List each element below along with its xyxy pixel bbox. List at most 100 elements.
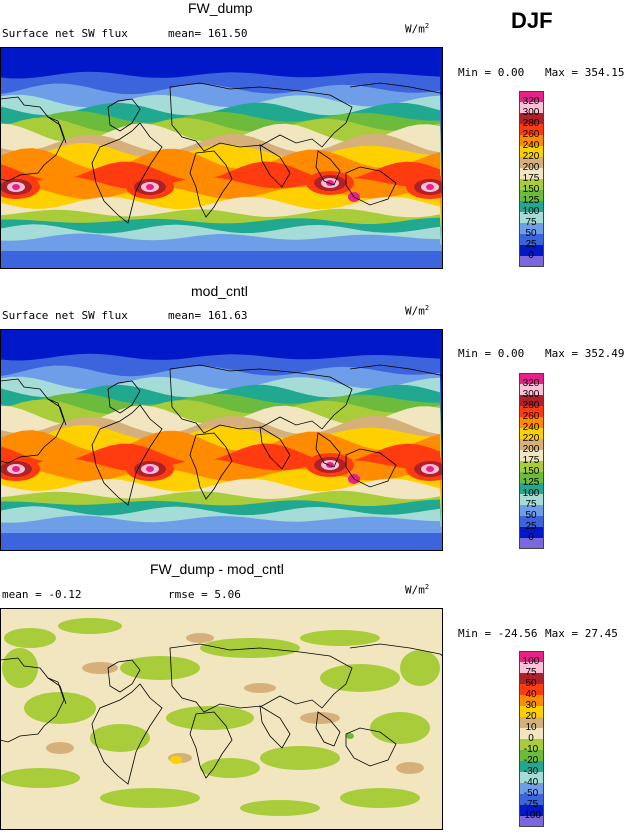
colorbar-tick-label: -20 (523, 755, 539, 766)
colorbar-tick-label: 50 (525, 678, 537, 689)
panel-2-min: Min = 0.00 (458, 347, 525, 360)
panel-2-max: Max = 352.49 (545, 347, 625, 360)
colorbar-swatch (519, 783, 544, 795)
colorbar-tick-label: 240 (522, 422, 540, 433)
colorbar-swatch (519, 157, 544, 169)
colorbar-swatch (519, 772, 544, 784)
panel-2-title: mod_cntl (191, 283, 248, 299)
season-label: DJF (511, 8, 553, 33)
colorbar-swatch (519, 223, 544, 235)
colorbar-tick-label: 320 (522, 96, 540, 107)
colorbar-tick-label: 260 (522, 411, 540, 422)
colorbar-swatch (519, 384, 544, 396)
colorbar-tick-label: 25 (525, 521, 537, 532)
colorbar-tick-label: 175 (522, 173, 540, 184)
colorbar-swatch (519, 417, 544, 429)
colorbar-swatch (519, 450, 544, 462)
colorbar-tick-label: -75 (523, 799, 539, 810)
colorbar-tick-label: 150 (522, 466, 540, 477)
colorbar-swatch (519, 794, 544, 806)
colorbar-swatch (519, 190, 544, 202)
colorbar-tick-label: 125 (522, 477, 540, 488)
colorbar-swatch (519, 651, 544, 663)
colorbar-swatch (519, 673, 544, 685)
panel-1-units: W/m2 (405, 22, 430, 36)
colorbar-tick-label: 0 (528, 733, 534, 744)
colorbar-tick-label: 320 (522, 378, 540, 389)
panel-3-map (0, 608, 443, 830)
panel-3-max: Max = 27.45 (545, 627, 618, 640)
colorbar-tick-label: 150 (522, 184, 540, 195)
panel-2-field-label: Surface net SW flux (2, 309, 128, 322)
colorbar-swatch (519, 201, 544, 213)
colorbar-swatch (519, 461, 544, 473)
colorbar-swatch (519, 750, 544, 762)
colorbar-tick-label: 125 (522, 195, 540, 206)
colorbar-swatch (519, 179, 544, 191)
colorbar-tick-label: 40 (525, 689, 537, 700)
colorbar-swatch (519, 717, 544, 729)
panel-2-colorbar (519, 373, 544, 549)
colorbar-swatch (519, 124, 544, 136)
colorbar-swatch (519, 135, 544, 147)
colorbar-swatch (519, 146, 544, 158)
colorbar-swatch (519, 483, 544, 495)
panel-3-colorbar (519, 651, 544, 827)
colorbar-tick-label: 200 (522, 444, 540, 455)
colorbar-swatch (519, 527, 544, 539)
colorbar-tick-label: -10 (523, 744, 539, 755)
panel-3-mean: mean = -0.12 (2, 588, 82, 601)
colorbar-tick-label: 200 (522, 162, 540, 173)
colorbar-swatch (519, 538, 544, 549)
panel-1-field-label: Surface net SW flux (2, 27, 128, 40)
panel-1-mean: mean= 161.50 (168, 27, 248, 40)
colorbar-swatch (519, 256, 544, 267)
colorbar-tick-label: 280 (522, 400, 540, 411)
colorbar-tick-label: 75 (525, 217, 537, 228)
colorbar-swatch (519, 428, 544, 440)
colorbar-swatch (519, 234, 544, 246)
colorbar-tick-label: 100 (522, 488, 540, 499)
colorbar-swatch (519, 245, 544, 257)
colorbar-tick-label: 20 (525, 711, 537, 722)
colorbar-tick-label: 50 (525, 228, 537, 239)
panel-2-mean: mean= 161.63 (168, 309, 248, 322)
colorbar-swatch (519, 728, 544, 740)
panel-3-min: Min = -24.56 (458, 627, 538, 640)
colorbar-tick-label: 10 (525, 722, 537, 733)
colorbar-tick-label: 75 (525, 499, 537, 510)
colorbar-swatch (519, 113, 544, 125)
colorbar-tick-label: -50 (523, 788, 539, 799)
colorbar-tick-label: -30 (523, 766, 539, 777)
colorbar-swatch (519, 494, 544, 506)
colorbar-swatch (519, 706, 544, 718)
colorbar-swatch (519, 516, 544, 528)
colorbar-swatch (519, 168, 544, 180)
colorbar-tick-label: 30 (525, 700, 537, 711)
colorbar-tick-label: 240 (522, 140, 540, 151)
colorbar-swatch (519, 739, 544, 751)
colorbar-tick-label: 50 (525, 510, 537, 521)
colorbar-swatch (519, 805, 544, 817)
colorbar-swatch (519, 439, 544, 451)
colorbar-tick-label: 0 (528, 250, 534, 261)
colorbar-swatch (519, 472, 544, 484)
colorbar-swatch (519, 91, 544, 103)
colorbar-tick-label: 220 (522, 433, 540, 444)
panel-1-map (0, 47, 443, 269)
colorbar-tick-label: 300 (522, 389, 540, 400)
colorbar-tick-label: 300 (522, 107, 540, 118)
colorbar-swatch (519, 816, 544, 827)
colorbar-tick-label: 100 (522, 206, 540, 217)
colorbar-swatch (519, 662, 544, 674)
colorbar-tick-label: 0 (528, 532, 534, 543)
colorbar-tick-label: -100 (520, 810, 541, 821)
colorbar-swatch (519, 406, 544, 418)
colorbar-tick-label: 220 (522, 151, 540, 162)
colorbar-tick-label: 260 (522, 129, 540, 140)
colorbar-tick-label: 175 (522, 455, 540, 466)
colorbar-swatch (519, 761, 544, 773)
colorbar-swatch (519, 373, 544, 385)
colorbar-swatch (519, 102, 544, 114)
panel-1-min: Min = 0.00 (458, 66, 525, 79)
